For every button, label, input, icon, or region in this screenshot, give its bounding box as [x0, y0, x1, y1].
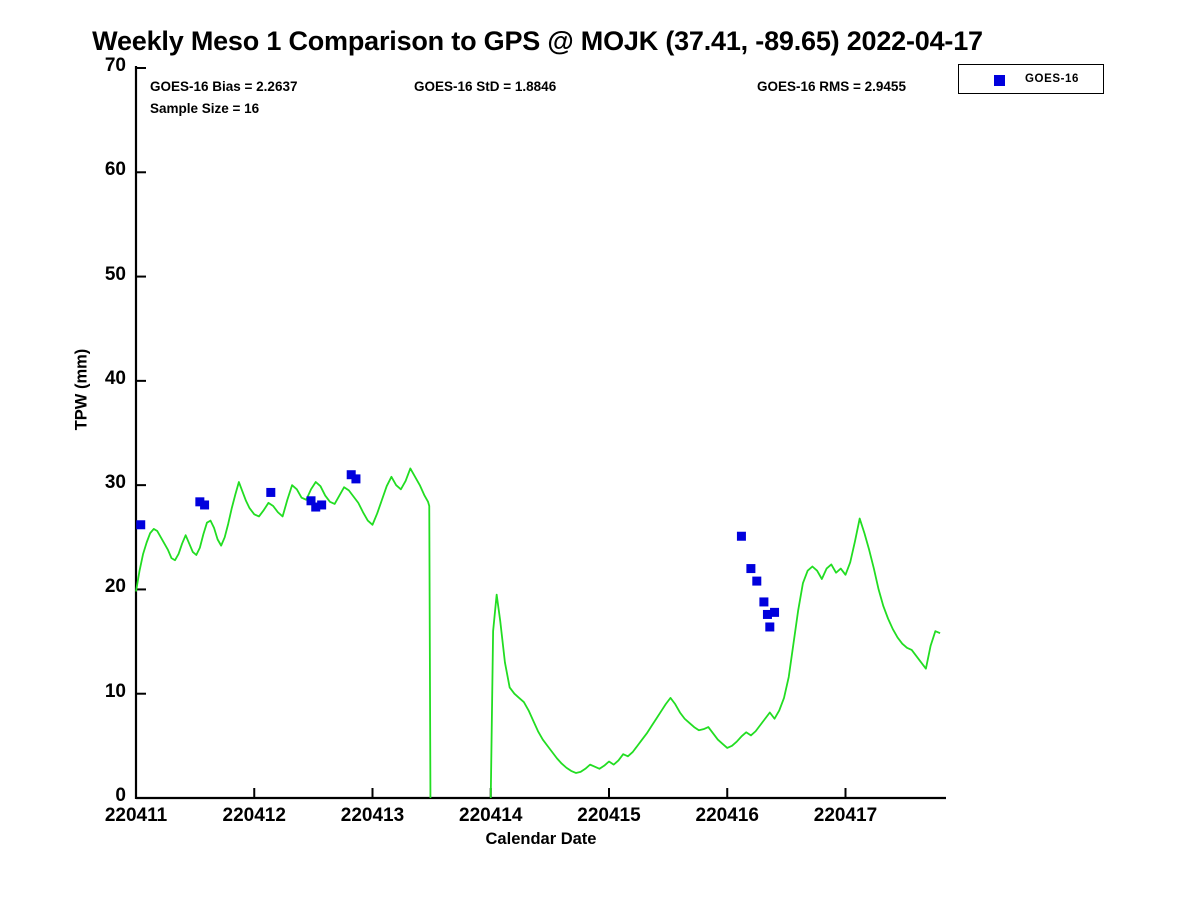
goes16-data-point: [762, 609, 772, 619]
goes16-data-point: [195, 497, 205, 507]
goes16-data-point: [759, 597, 769, 607]
x-tick-label: 220414: [459, 805, 523, 826]
x-tick-label: 220417: [813, 805, 878, 826]
goes16-data-point: [736, 531, 746, 541]
y-tick-label: 50: [104, 263, 126, 285]
goes16-data-point: [746, 564, 756, 574]
goes16-data-point: [752, 576, 762, 586]
goes16-data-point: [351, 474, 361, 484]
gps-tpw-line: [135, 467, 941, 799]
chart-legend: GOES-16: [958, 64, 1104, 94]
stat-std: GOES-16 StD = 1.8846: [414, 79, 557, 94]
y-tick-label: 20: [104, 576, 126, 598]
goes16-data-point: [306, 496, 316, 506]
gps-tpw-polyline: [135, 467, 941, 799]
goes16-data-point: [346, 470, 356, 480]
y-tick-label: 0: [115, 785, 126, 806]
goes16-tpw-markers: [136, 470, 780, 632]
x-tick-label: 220411: [104, 805, 168, 826]
goes16-data-point: [770, 607, 780, 617]
goes16-data-point: [200, 500, 210, 510]
legend-label-goes16: GOES-16: [1025, 73, 1080, 85]
stat-rms: GOES-16 RMS = 2.9455: [757, 79, 906, 94]
x-tick-label: 220416: [695, 805, 759, 826]
y-tick-label: 10: [104, 680, 126, 702]
stat-sample-size: Sample Size = 16: [150, 101, 260, 116]
x-tick-label: 220413: [340, 805, 405, 826]
x-tick-label: 220415: [577, 805, 641, 826]
axis-lines: [134, 66, 946, 800]
legend-swatch-goes16-icon: [994, 75, 1005, 86]
y-tick-label: 30: [104, 472, 126, 494]
x-tick-label: 220412: [222, 805, 286, 826]
page-title: Weekly Meso 1 Comparison to GPS @ MOJK (…: [92, 26, 983, 56]
y-tick-label: 60: [104, 159, 126, 181]
y-axis-ticks: [136, 67, 146, 799]
y-tick-label: 40: [104, 367, 126, 389]
goes16-data-point: [311, 502, 321, 512]
x-axis-label: Calendar Date: [485, 830, 597, 848]
goes16-data-point: [317, 500, 327, 510]
stat-bias: GOES-16 Bias = 2.2637: [150, 79, 298, 94]
goes16-data-point: [266, 487, 276, 497]
goes16-data-point: [765, 622, 775, 632]
y-tick-label: 70: [104, 55, 126, 76]
goes16-data-point: [136, 520, 146, 530]
